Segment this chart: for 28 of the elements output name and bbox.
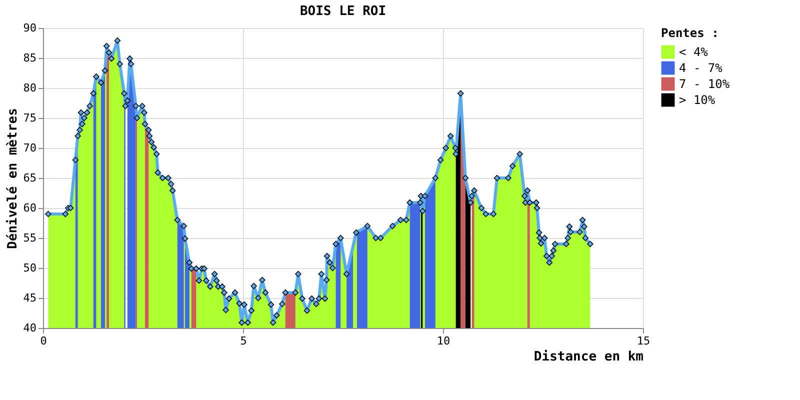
y-tick-label: 65 — [23, 172, 36, 184]
y-tick-label: 85 — [23, 52, 36, 64]
y-tick-label: 70 — [23, 142, 36, 154]
point — [467, 199, 474, 206]
y-tick-label: 45 — [23, 292, 36, 304]
y-tick-label: 80 — [23, 82, 36, 94]
legend-label: < 4% — [679, 45, 709, 59]
point — [419, 208, 426, 214]
y-tick-label: 90 — [23, 22, 36, 34]
legend-label: 7 - 10% — [679, 77, 730, 91]
y-tick-label: 50 — [23, 262, 36, 274]
legend-title: Pentes : — [661, 26, 719, 40]
point — [462, 174, 469, 182]
y-tick-label: 60 — [23, 202, 36, 214]
x-tick-label: 5 — [240, 334, 247, 348]
x-tick-label: 15 — [636, 334, 650, 348]
x-tick-label: 10 — [436, 334, 450, 348]
y-tick-label: 40 — [23, 322, 36, 334]
y-tick-label: 55 — [23, 232, 36, 244]
chart-title: BOIS LE ROI — [300, 4, 386, 19]
legend-label: 4 - 7% — [679, 61, 724, 75]
y-axis-title: Dénivelé en mètres — [5, 108, 20, 249]
x-tick-label: 0 — [40, 334, 47, 348]
y-tick-label: 75 — [23, 112, 36, 124]
legend-label: > 10% — [679, 93, 716, 107]
x-axis-title: Distance en km — [534, 350, 644, 364]
point — [452, 150, 459, 158]
point — [457, 90, 464, 97]
